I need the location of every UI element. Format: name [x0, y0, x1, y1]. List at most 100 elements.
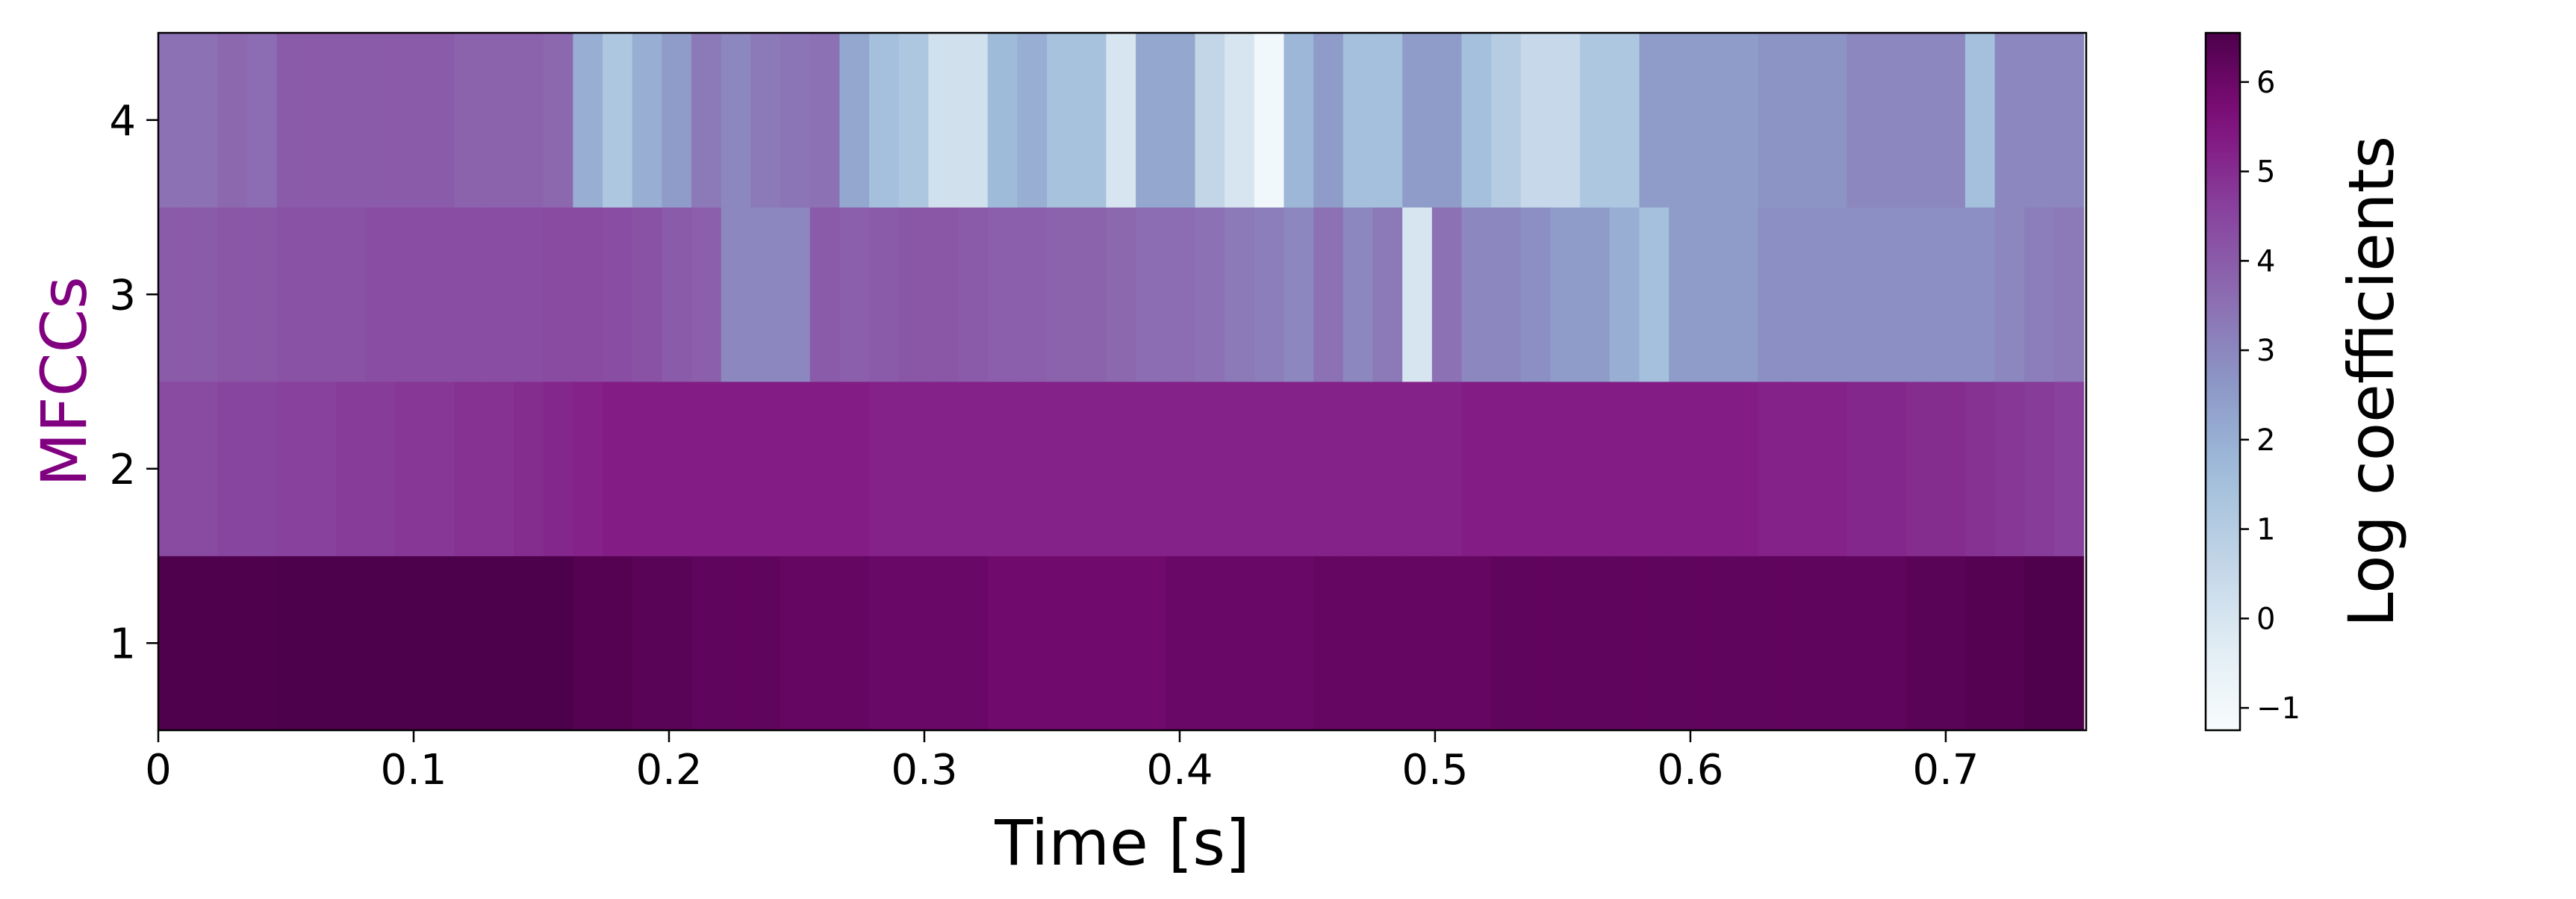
heatmap-cell: [1402, 33, 1433, 208]
heatmap-cell: [1609, 33, 1640, 208]
heatmap-cell: [1372, 382, 1403, 556]
heatmap-cell: [306, 33, 337, 208]
heatmap-cell: [2053, 207, 2085, 382]
heatmap-cell: [1284, 556, 1314, 731]
heatmap-cell: [1076, 207, 1107, 382]
heatmap-cell: [158, 382, 189, 556]
heatmap-cell: [1254, 33, 1285, 208]
heatmap-cell: [1964, 207, 1996, 382]
heatmap-cell: [217, 207, 248, 382]
heatmap-cell: [1017, 556, 1048, 731]
colorbar-tick-label: 4: [2256, 244, 2275, 279]
heatmap-cell: [1461, 382, 1492, 556]
heatmap-cell: [1491, 556, 1522, 731]
colorbar-tick-label: 3: [2256, 334, 2275, 368]
heatmap-cell: [1284, 33, 1314, 208]
heatmap-cell: [1905, 33, 1936, 208]
heatmap-cell: [2053, 33, 2085, 208]
heatmap-cell: [1225, 207, 1255, 382]
heatmap-cell: [1787, 382, 1818, 556]
heatmap-cell: [1817, 556, 1847, 731]
heatmap-cell: [158, 207, 189, 382]
heatmap-cell: [484, 556, 514, 731]
heatmap-cell: [1343, 33, 1374, 208]
heatmap-cell: [809, 382, 841, 556]
colorbar-tick-label: 1: [2256, 513, 2275, 547]
heatmap-cell: [2024, 33, 2055, 208]
heatmap-cell: [247, 33, 278, 208]
heatmap-cell: [1431, 382, 1463, 556]
colorbar-tick-label: 5: [2256, 155, 2275, 190]
heatmap-cell: [1491, 33, 1522, 208]
heatmap-cell: [1136, 207, 1166, 382]
heatmap-cell: [987, 556, 1018, 731]
heatmap-cell: [958, 382, 989, 556]
heatmap-cell: [1758, 207, 1788, 382]
heatmap-cell: [987, 33, 1018, 208]
heatmap-cell: [454, 556, 485, 731]
heatmap-cell: [365, 382, 396, 556]
heatmap-cell: [1847, 556, 1877, 731]
heatmap-cell: [1254, 382, 1285, 556]
heatmap-cell: [750, 556, 781, 731]
heatmap-cell: [2053, 556, 2085, 731]
heatmap-cell: [1047, 33, 1077, 208]
heatmap-cell: [217, 382, 248, 556]
heatmap-cell: [1876, 33, 1907, 208]
heatmap-cell: [1639, 556, 1670, 731]
heatmap-cell: [1136, 33, 1166, 208]
colorbar: [2204, 31, 2241, 732]
heatmap-cell: [1225, 556, 1255, 731]
heatmap-cell: [1787, 556, 1818, 731]
heatmap-cell: [395, 33, 426, 208]
heatmap-cell: [1047, 382, 1077, 556]
y-tick-label: 4: [109, 97, 136, 146]
heatmap-cell: [1402, 556, 1433, 731]
heatmap-cell: [187, 207, 218, 382]
heatmap-cell: [1195, 382, 1225, 556]
heatmap-cell: [425, 382, 455, 556]
heatmap-cell: [987, 207, 1018, 382]
heatmap-cell: [158, 33, 189, 208]
heatmap-cell: [898, 207, 930, 382]
heatmap-cell: [1698, 556, 1729, 731]
heatmap-cell: [484, 382, 514, 556]
heatmap-cell: [958, 33, 989, 208]
heatmap-cell: [2024, 382, 2055, 556]
heatmap-cell: [1491, 382, 1522, 556]
heatmap-cell: [1106, 207, 1136, 382]
heatmap-cell: [1402, 207, 1433, 382]
heatmap-cell: [1550, 556, 1581, 731]
heatmap-cell: [1461, 33, 1492, 208]
heatmap-cell: [839, 382, 870, 556]
heatmap-cell: [1313, 382, 1344, 556]
heatmap-cell: [928, 207, 959, 382]
heatmap-cell: [573, 33, 603, 208]
heatmap-cell: [662, 556, 692, 731]
heatmap-cell: [691, 382, 722, 556]
heatmap-cell: [543, 33, 573, 208]
heatmap-cell: [1017, 382, 1048, 556]
heatmap-cell: [1047, 556, 1077, 731]
heatmap-cell: [898, 556, 930, 731]
heatmap-cell: [336, 207, 367, 382]
heatmap-cell: [809, 207, 841, 382]
heatmap-cell: [1076, 33, 1107, 208]
x-tick-label: 0.7: [1912, 746, 1979, 794]
heatmap-cell: [1728, 382, 1758, 556]
heatmap-cell: [1787, 33, 1818, 208]
x-tick-label: 0: [145, 746, 172, 794]
heatmap-cell: [1372, 207, 1403, 382]
colorbar-tick-label: 2: [2256, 423, 2275, 458]
x-tick-label: 0.1: [380, 746, 447, 794]
heatmap-cell: [987, 382, 1018, 556]
heatmap-cell: [1136, 556, 1166, 731]
heatmap-cell: [691, 556, 722, 731]
heatmap-cell: [780, 33, 811, 208]
heatmap-cell: [1994, 382, 2025, 556]
y-tick-label: 1: [109, 620, 136, 668]
heatmap-cell: [1431, 556, 1463, 731]
heatmap-cell: [691, 33, 722, 208]
heatmap-cell: [869, 33, 900, 208]
heatmap-cell: [276, 207, 307, 382]
